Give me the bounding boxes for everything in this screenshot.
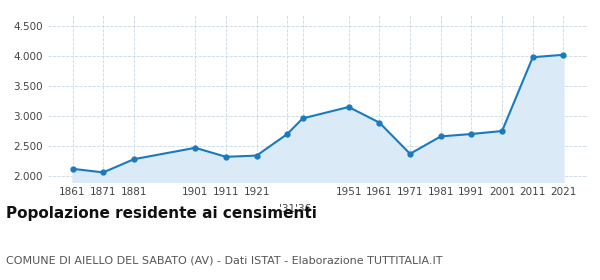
Text: COMUNE DI AIELLO DEL SABATO (AV) - Dati ISTAT - Elaborazione TUTTITALIA.IT: COMUNE DI AIELLO DEL SABATO (AV) - Dati … — [6, 255, 443, 265]
Text: Popolazione residente ai censimenti: Popolazione residente ai censimenti — [6, 206, 317, 221]
Text: '31'36: '31'36 — [279, 204, 311, 214]
